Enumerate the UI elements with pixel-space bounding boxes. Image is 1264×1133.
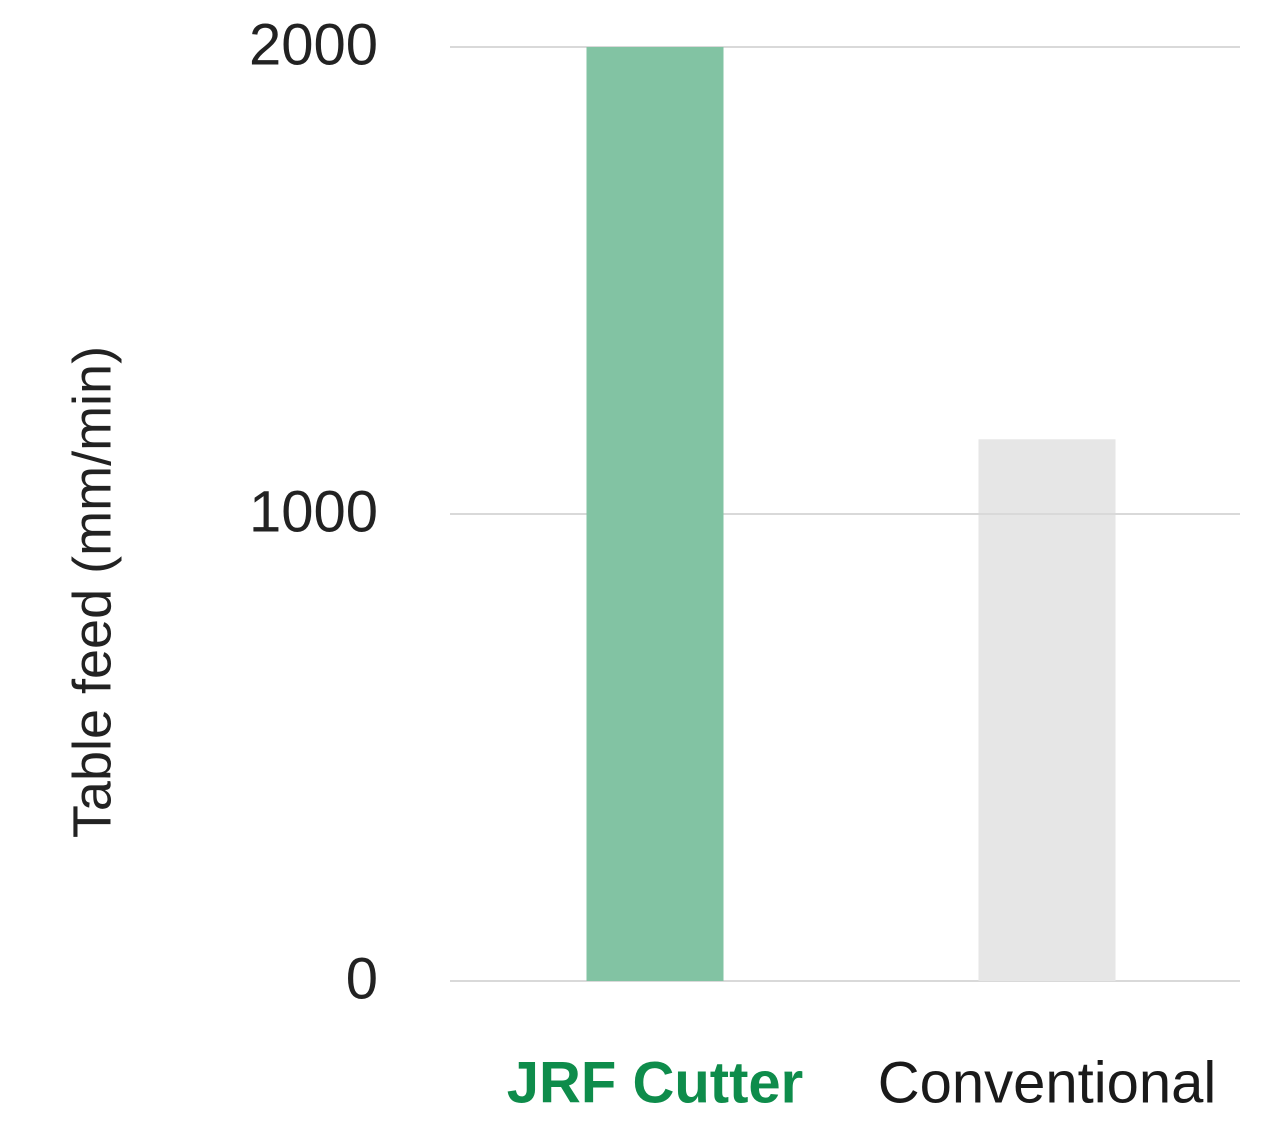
- y-tick-label: 2000: [249, 12, 378, 77]
- category-label-jrf-cutter: JRF Cutter: [507, 1050, 803, 1115]
- bar-conventional: [978, 439, 1116, 981]
- bar-jrf-cutter: [586, 47, 724, 981]
- y-axis-title: Table feed (mm/min): [62, 346, 122, 838]
- category-labels: JRF Cutter Conventional: [507, 1050, 1217, 1115]
- bars: [586, 46, 1116, 981]
- y-tick-label: 1000: [249, 479, 378, 544]
- category-label-conventional: Conventional: [878, 1050, 1217, 1115]
- y-tick-labels: 0 1000 2000: [249, 12, 378, 1011]
- y-tick-label: 0: [346, 946, 378, 1011]
- gridlines: [450, 46, 1240, 982]
